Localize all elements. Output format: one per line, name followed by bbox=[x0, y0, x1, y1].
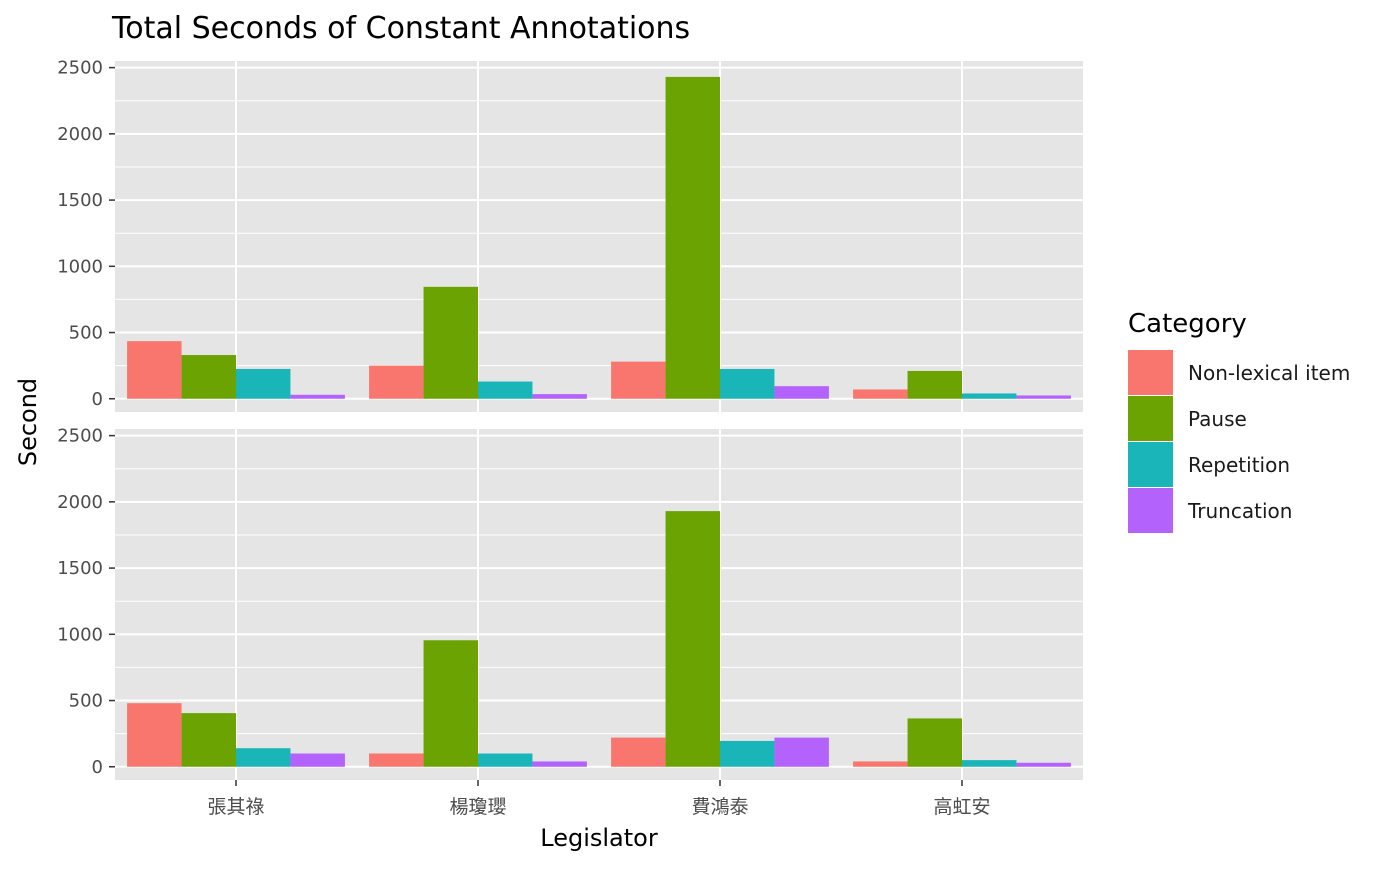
bar-truncation-2 bbox=[532, 394, 587, 399]
chart-title: Total Seconds of Constant Annotations bbox=[111, 11, 690, 46]
x-axis-title: Legislator bbox=[540, 824, 658, 852]
bar-repetition-4 bbox=[962, 760, 1017, 767]
bar-repetition-3 bbox=[720, 368, 775, 399]
bar-repetition-4 bbox=[962, 393, 1017, 399]
bar-pause-3 bbox=[665, 511, 720, 767]
y-tick-label: 1000 bbox=[57, 624, 103, 645]
x-tick-label: 張其祿 bbox=[207, 796, 264, 818]
bar-repetition-1 bbox=[236, 368, 291, 399]
bar-pause-2 bbox=[423, 286, 478, 399]
y-tick-label: 2000 bbox=[57, 124, 103, 145]
bar-repetition-1 bbox=[236, 748, 291, 767]
bar-non-lexical-item-4 bbox=[853, 389, 908, 399]
bar-pause-1 bbox=[181, 355, 236, 399]
panels: 0 500 1000 1500 2000 2500 0 500 1000 1500 2000 2500 bbox=[57, 58, 1083, 780]
bar-non-lexical-item-2 bbox=[369, 753, 424, 767]
y-tick-label: 1000 bbox=[57, 256, 103, 277]
y-tick-label: 500 bbox=[69, 323, 103, 344]
bar-pause-4 bbox=[907, 718, 962, 767]
bar-truncation-4 bbox=[1016, 395, 1071, 399]
bar-repetition-2 bbox=[478, 381, 533, 399]
bar-non-lexical-item-1 bbox=[127, 703, 182, 767]
legend-swatch bbox=[1128, 396, 1173, 441]
bar-truncation-3 bbox=[774, 386, 829, 399]
x-tick-label: 費鴻泰 bbox=[691, 796, 748, 818]
bar-pause-1 bbox=[181, 713, 236, 767]
legend-swatch bbox=[1128, 350, 1173, 395]
bar-truncation-2 bbox=[532, 761, 587, 767]
x-axis-ticks: 張其祿 楊瓊瓔 費鴻泰 高虹安 bbox=[207, 780, 991, 818]
legend-label: Pause bbox=[1188, 407, 1247, 431]
y-tick-label: 500 bbox=[69, 691, 103, 712]
bar-pause-3 bbox=[665, 76, 720, 399]
bar-pause-2 bbox=[423, 640, 478, 767]
x-tick-label: 高虹安 bbox=[933, 796, 990, 818]
legend: Category Non-lexical item Pause Repetition… bbox=[1128, 309, 1350, 533]
bar-truncation-1 bbox=[290, 394, 345, 399]
bar-non-lexical-item-4 bbox=[853, 761, 908, 767]
legend-label: Truncation bbox=[1187, 499, 1292, 523]
x-tick-label: 楊瓊瓔 bbox=[449, 796, 506, 818]
bar-non-lexical-item-3 bbox=[611, 361, 666, 399]
legend-label: Non-lexical item bbox=[1188, 361, 1350, 385]
bar-non-lexical-item-3 bbox=[611, 737, 666, 767]
bar-truncation-4 bbox=[1016, 762, 1071, 767]
legend-title: Category bbox=[1128, 309, 1247, 339]
bar-truncation-1 bbox=[290, 753, 345, 767]
bar-truncation-3 bbox=[774, 737, 829, 767]
bar-pause-4 bbox=[907, 370, 962, 399]
y-tick-label: 2500 bbox=[57, 58, 103, 79]
panel-background bbox=[115, 61, 1083, 412]
y-tick-label: 1500 bbox=[57, 558, 103, 579]
panel-1: 0 500 1000 1500 2000 2500 bbox=[57, 58, 1083, 412]
y-tick-label: 2000 bbox=[57, 492, 103, 513]
legend-swatch bbox=[1128, 442, 1173, 487]
bar-repetition-3 bbox=[720, 740, 775, 767]
legend-swatch bbox=[1128, 488, 1173, 533]
y-tick-label: 0 bbox=[92, 757, 103, 778]
legend-label: Repetition bbox=[1188, 453, 1290, 477]
bar-non-lexical-item-1 bbox=[127, 341, 182, 399]
panel-2: 0 500 1000 1500 2000 2500 bbox=[57, 426, 1083, 780]
y-axis-title: Second bbox=[14, 378, 42, 466]
y-tick-label: 2500 bbox=[57, 426, 103, 447]
y-tick-label: 0 bbox=[92, 389, 103, 410]
bar-repetition-2 bbox=[478, 753, 533, 767]
bar-non-lexical-item-2 bbox=[369, 365, 424, 399]
y-tick-label: 1500 bbox=[57, 190, 103, 211]
